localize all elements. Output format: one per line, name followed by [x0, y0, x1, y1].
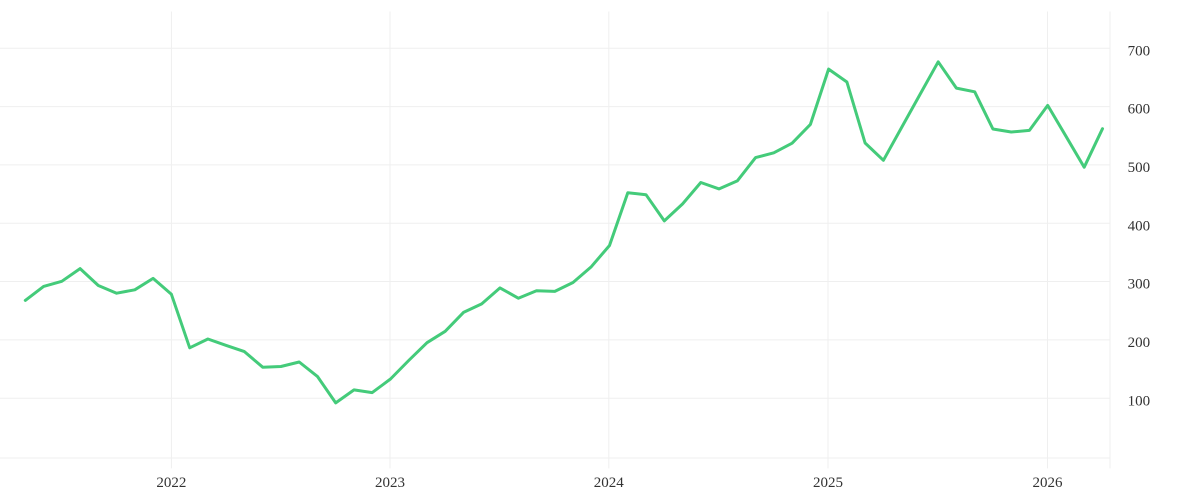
svg-text:100: 100 [1128, 393, 1151, 409]
svg-text:500: 500 [1128, 160, 1151, 176]
svg-text:700: 700 [1128, 43, 1151, 59]
svg-text:200: 200 [1128, 335, 1151, 351]
svg-text:2026: 2026 [1033, 475, 1064, 491]
svg-text:2022: 2022 [156, 475, 186, 491]
svg-text:400: 400 [1128, 218, 1151, 234]
svg-text:2024: 2024 [594, 475, 625, 491]
svg-text:2025: 2025 [813, 475, 843, 491]
svg-text:300: 300 [1128, 277, 1151, 293]
svg-text:2023: 2023 [375, 475, 405, 491]
svg-text:600: 600 [1128, 102, 1151, 118]
